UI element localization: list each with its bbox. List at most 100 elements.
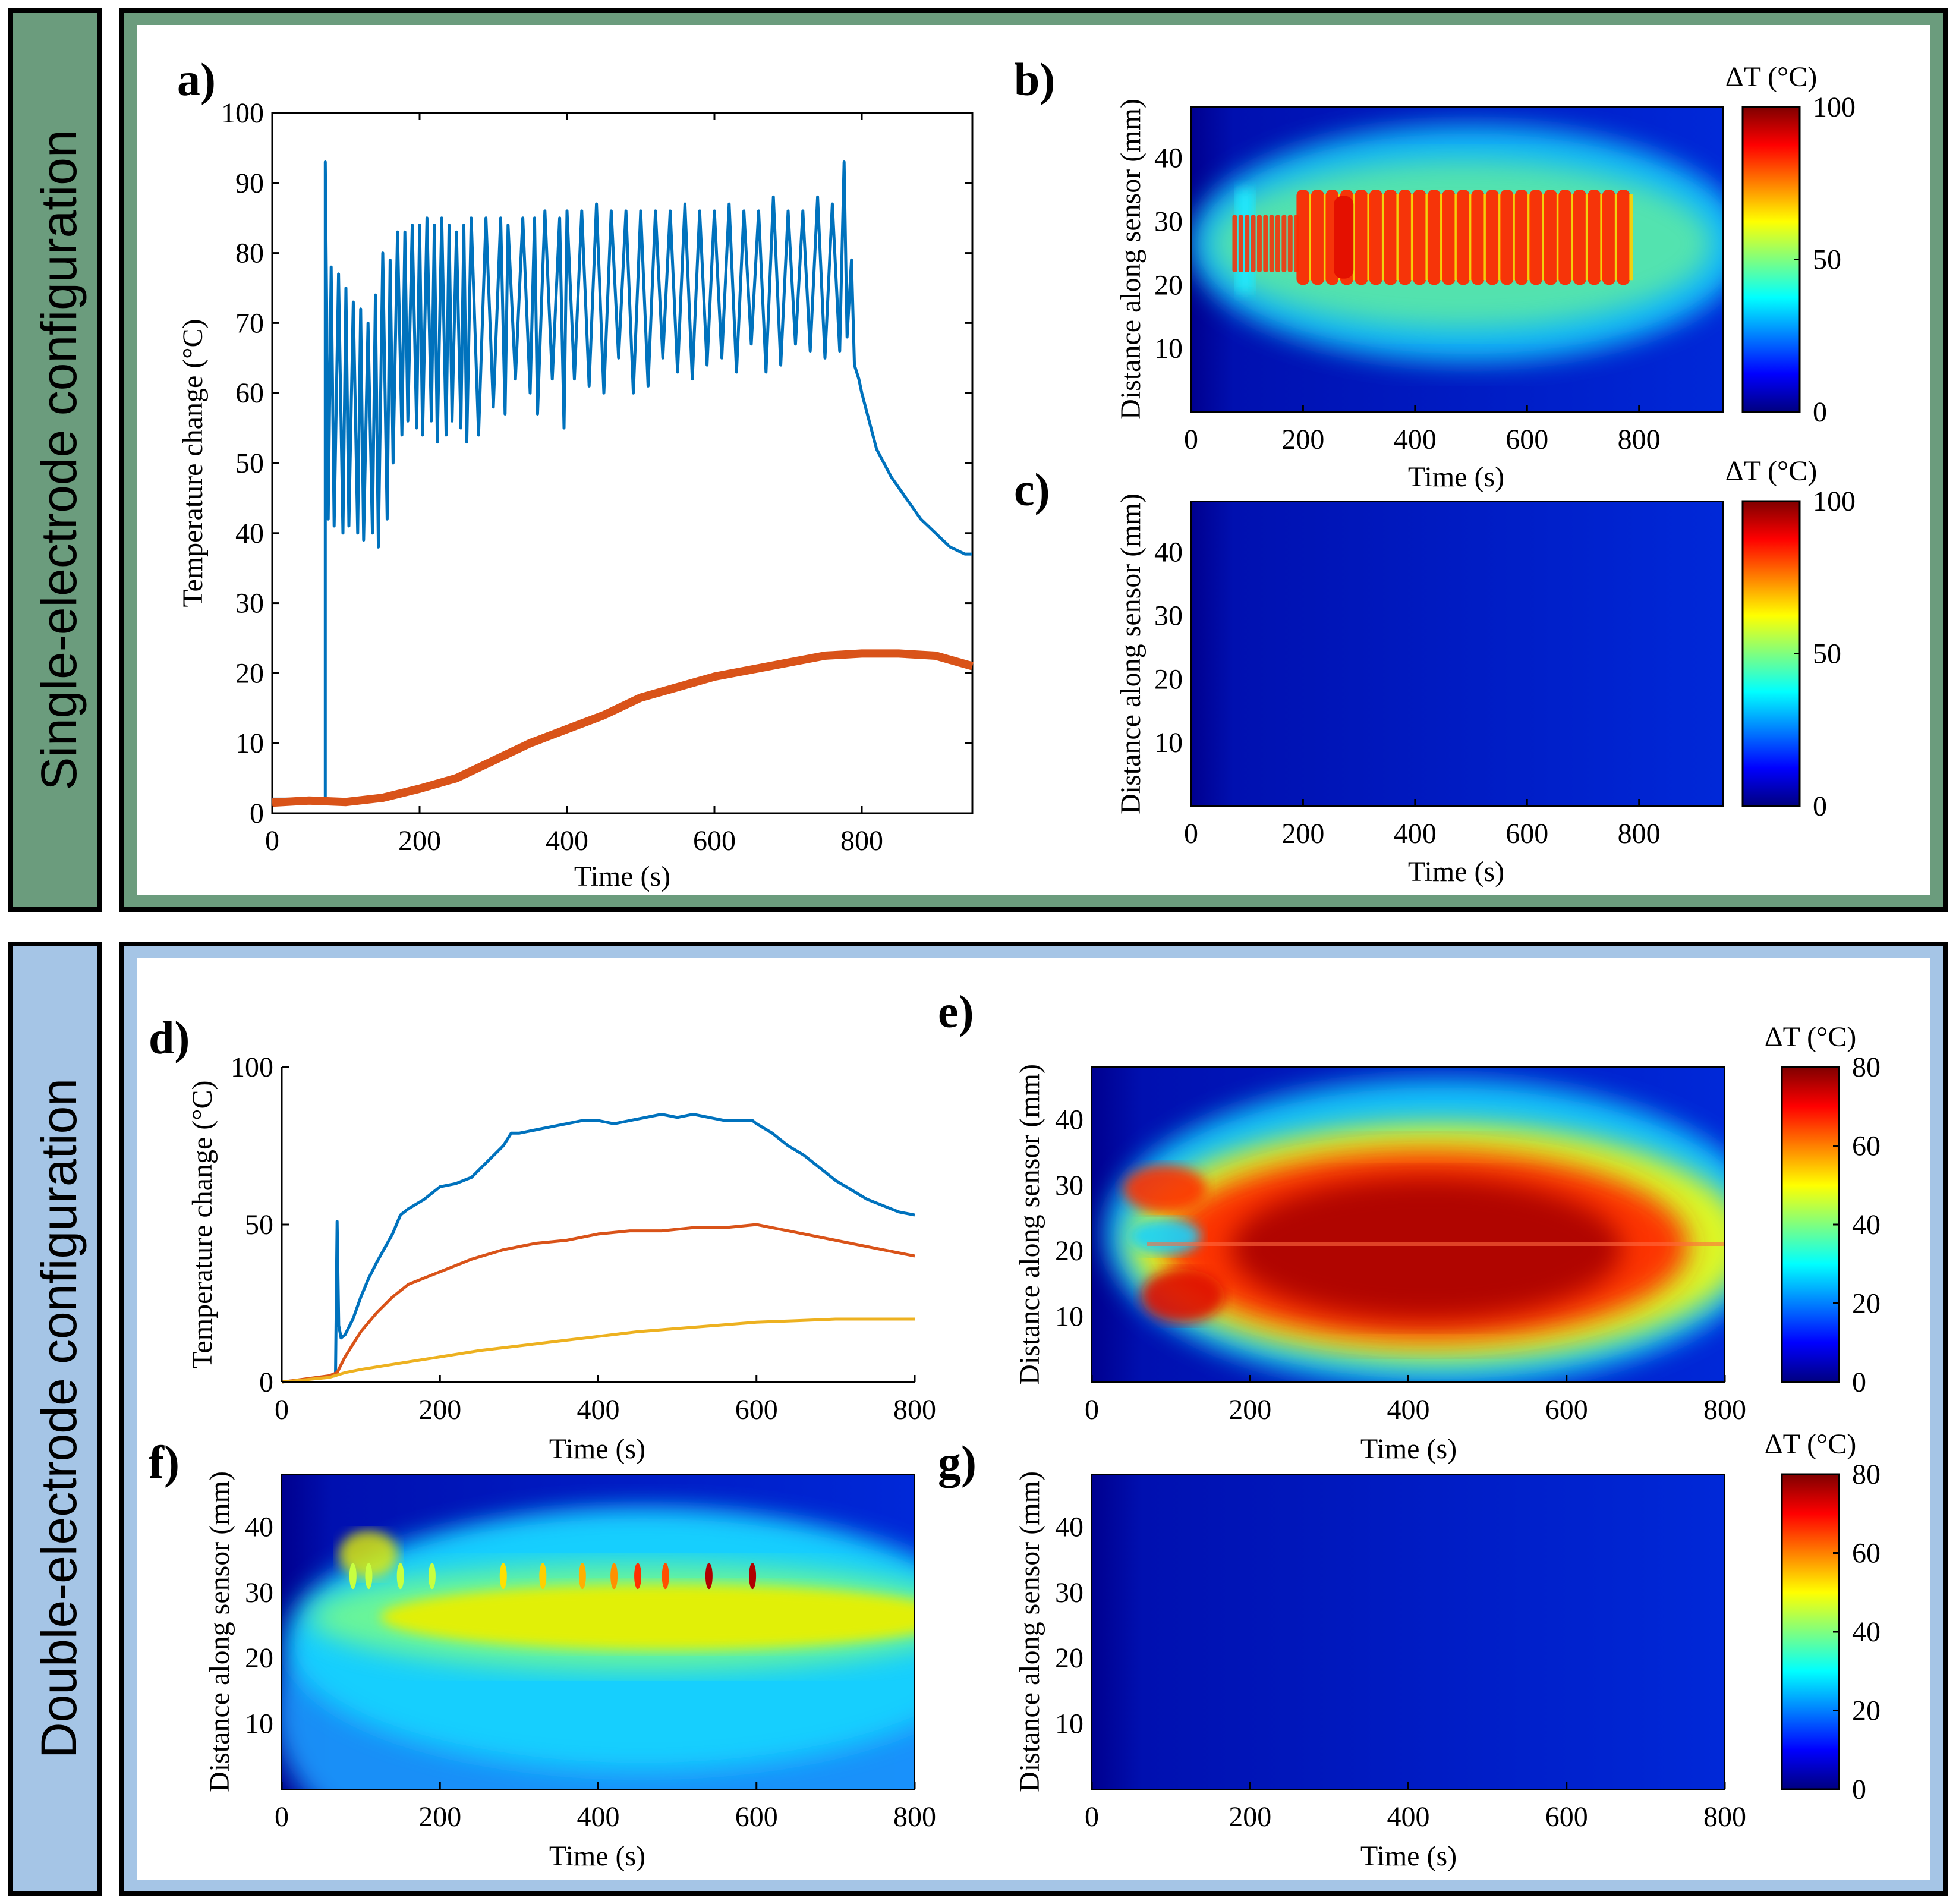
side-title-single: Single-electrode configuration bbox=[31, 130, 87, 790]
chart-b: b) 0 200 400 600 800 10 20 30 40 Time (s) Distan… bbox=[1014, 53, 1856, 493]
y-tick-label-e: 40 bbox=[1055, 1104, 1083, 1135]
heatmap-pulse-b bbox=[1287, 215, 1293, 272]
heatmap-pulse-edge-b bbox=[1614, 194, 1618, 281]
colorbar-tick-label-c: 0 bbox=[1813, 791, 1827, 822]
y-tick-label-f: 40 bbox=[245, 1511, 273, 1543]
x-tick-label-a: 200 bbox=[398, 825, 441, 857]
ylabel-b: Distance along sensor (mm) bbox=[1115, 99, 1146, 420]
heatmap-pulse-b bbox=[1617, 189, 1630, 285]
colorbar-e bbox=[1781, 1066, 1840, 1383]
ylabel-c: Distance along sensor (mm) bbox=[1115, 493, 1146, 814]
heatmap-pulse-b bbox=[1355, 189, 1368, 285]
heatmap-pulse-b bbox=[1602, 189, 1615, 285]
heatmap-pulse-edge-b bbox=[1410, 194, 1415, 281]
x-tick-label-b: 600 bbox=[1505, 424, 1548, 455]
heatmap-pulse-b bbox=[1245, 215, 1250, 272]
colorbar-tick-label-g: 40 bbox=[1852, 1616, 1881, 1648]
y-tick-label-a: 40 bbox=[235, 518, 264, 549]
panel-label-c: c) bbox=[1014, 464, 1050, 515]
x-tick-label-e: 400 bbox=[1387, 1394, 1430, 1425]
x-tick-label-e: 200 bbox=[1229, 1394, 1271, 1425]
colorbar-b bbox=[1741, 106, 1801, 413]
x-tick-label-d: 400 bbox=[577, 1394, 620, 1425]
y-tick-label-e: 20 bbox=[1055, 1235, 1083, 1267]
x-tick-label-g: 600 bbox=[1545, 1801, 1588, 1833]
y-tick-label-g: 30 bbox=[1055, 1577, 1083, 1609]
x-tick-label-c: 800 bbox=[1618, 818, 1661, 849]
x-tick-label-e: 0 bbox=[1085, 1394, 1099, 1425]
y-tick-label-a: 90 bbox=[235, 168, 264, 199]
heatmap-pulse-b bbox=[1529, 189, 1543, 285]
ylabel-e: Distance along sensor (mm) bbox=[1014, 1064, 1045, 1385]
colorbar-tick-label-e: 60 bbox=[1852, 1131, 1881, 1162]
colorbar-tick-label-e: 20 bbox=[1852, 1288, 1881, 1320]
x-tick-label-e: 800 bbox=[1703, 1394, 1746, 1425]
x-tick-label-a: 800 bbox=[840, 825, 883, 857]
heatmap-pulse-edge-b bbox=[1585, 194, 1589, 281]
heatmap-pulse-b bbox=[1456, 189, 1470, 285]
y-tick-label-g: 10 bbox=[1055, 1708, 1083, 1740]
heatmap-pulse-edge-b bbox=[1367, 194, 1371, 281]
y-tick-label-e: 10 bbox=[1055, 1301, 1083, 1333]
heatmap-pulse-b bbox=[1573, 189, 1586, 285]
panel-label-e: e) bbox=[938, 986, 974, 1037]
heatmap-pulse-b bbox=[1427, 189, 1441, 285]
colorbar-g bbox=[1781, 1473, 1840, 1790]
heatmap-pulse-edge-b bbox=[1527, 194, 1531, 281]
x-tick-label-b: 0 bbox=[1184, 424, 1198, 455]
heatmap-pulse-edge-b bbox=[1513, 194, 1517, 281]
heatmap-pulse-f bbox=[365, 1563, 373, 1590]
heatmap-pulse-edge-b bbox=[1571, 194, 1575, 281]
x-tick-label-e: 600 bbox=[1545, 1394, 1588, 1425]
x-tick-label-g: 800 bbox=[1703, 1801, 1746, 1833]
heatmap-pulse-edge-b bbox=[1498, 194, 1502, 281]
colorbar-tick-label-e: 40 bbox=[1852, 1209, 1881, 1241]
heatmap-pulse-b bbox=[1263, 215, 1268, 272]
heatmap-pulse-f bbox=[578, 1563, 586, 1590]
colorbar-label-e: ΔT (°C) bbox=[1765, 1021, 1857, 1053]
heatmap-pulse-b bbox=[1311, 189, 1324, 285]
x-tick-label-c: 0 bbox=[1184, 818, 1198, 849]
y-tick-label-a: 80 bbox=[235, 238, 264, 269]
heatmap-hotspot-b bbox=[1334, 196, 1354, 279]
colorbar-tick-label-g: 80 bbox=[1852, 1459, 1881, 1490]
xlabel-f: Time (s) bbox=[549, 1840, 645, 1872]
heatmap-pulse-b bbox=[1238, 215, 1243, 272]
x-tick-label-d: 0 bbox=[275, 1394, 289, 1425]
y-tick-label-b: 40 bbox=[1154, 143, 1183, 174]
colorbar-c bbox=[1741, 500, 1801, 807]
ylabel-g: Distance along sensor (mm) bbox=[1014, 1471, 1045, 1792]
heatmap-pulse-edge-b bbox=[1381, 194, 1385, 281]
heatmap-pulse-b bbox=[1413, 189, 1426, 285]
y-tick-label-a: 0 bbox=[250, 798, 264, 829]
x-tick-label-f: 0 bbox=[275, 1801, 289, 1833]
heatmap-pulse-b bbox=[1256, 215, 1262, 272]
x-tick-label-a: 600 bbox=[693, 825, 736, 857]
colorbar-tick-label-b: 50 bbox=[1813, 244, 1841, 276]
x-tick-label-f: 600 bbox=[735, 1801, 778, 1833]
colorbar-label-b: ΔT (°C) bbox=[1725, 61, 1818, 93]
heatmap-pulse-f bbox=[539, 1563, 547, 1590]
heatmap-pulse-b bbox=[1398, 189, 1412, 285]
heatmap-pulse-b bbox=[1275, 215, 1281, 272]
colorbar-tick-label-g: 60 bbox=[1852, 1538, 1881, 1569]
y-tick-label-d: 100 bbox=[231, 1052, 273, 1083]
heatmap-pulse-b bbox=[1588, 189, 1601, 285]
heatmap-pulse-edge-b bbox=[1396, 194, 1400, 281]
y-tick-label-d: 0 bbox=[259, 1367, 273, 1398]
colorbar-tick-label-c: 50 bbox=[1813, 638, 1841, 670]
panel-label-f: f) bbox=[149, 1436, 179, 1488]
heatmap-pulse-b bbox=[1281, 215, 1287, 272]
colorbar-tick-label-g: 0 bbox=[1852, 1774, 1866, 1805]
x-tick-label-g: 400 bbox=[1387, 1801, 1430, 1833]
panel-label-a: a) bbox=[177, 53, 216, 105]
panel-label-g: g) bbox=[938, 1436, 977, 1488]
panel-label-d: d) bbox=[149, 1012, 190, 1063]
xlabel-c: Time (s) bbox=[1408, 856, 1504, 888]
y-tick-label-g: 20 bbox=[1055, 1642, 1083, 1674]
colorbar-tick-label-g: 20 bbox=[1852, 1695, 1881, 1727]
heatmap-pulse-f bbox=[499, 1563, 507, 1590]
series-d-3 bbox=[281, 1317, 915, 1384]
colorbar-label-c: ΔT (°C) bbox=[1725, 455, 1818, 487]
